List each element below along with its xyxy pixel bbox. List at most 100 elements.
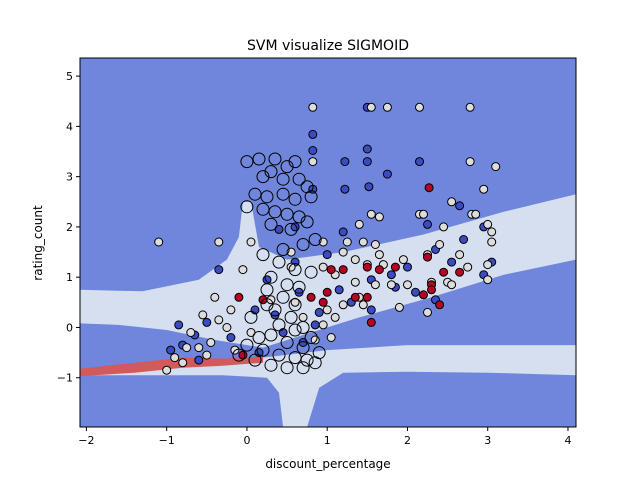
point-class-light <box>394 302 404 312</box>
point-class-open-large <box>308 233 322 246</box>
point-class-open-large <box>296 321 310 334</box>
point-class-open-large <box>240 338 254 352</box>
y-tick-label: 5 <box>66 70 73 83</box>
point-class-open-large <box>280 361 294 375</box>
point-class-blue <box>334 285 344 295</box>
point-class-red <box>390 262 400 272</box>
point-class-blue <box>310 320 320 330</box>
point-class-blue <box>314 307 324 317</box>
point-class-open-large <box>284 310 298 324</box>
point-class-light <box>318 320 328 330</box>
point-class-red <box>238 350 248 360</box>
point-class-open-large <box>276 187 290 201</box>
point-class-open-large <box>300 353 314 367</box>
x-axis-ticks: −2 −1 0 1 2 3 4 <box>78 427 571 447</box>
point-class-light <box>162 365 172 375</box>
point-class-light <box>358 237 368 247</box>
point-class-light <box>338 247 348 257</box>
point-class-light <box>210 292 220 302</box>
point-class-light <box>178 358 188 368</box>
point-class-light <box>439 222 449 232</box>
point-class-blue <box>290 222 300 232</box>
point-class-light <box>415 102 424 112</box>
x-tick-label: 4 <box>564 434 571 447</box>
point-class-open-large <box>292 172 306 186</box>
point-class-open-large <box>240 200 254 214</box>
point-class-light <box>322 305 332 315</box>
point-class-light <box>238 265 248 275</box>
point-class-open-large <box>272 348 286 362</box>
point-class-red <box>234 292 244 302</box>
point-class-blue <box>338 227 348 237</box>
point-class-light <box>483 219 493 229</box>
point-class-open-large <box>288 155 302 169</box>
point-class-light <box>154 237 164 247</box>
y-tick-label: 3 <box>66 171 73 184</box>
point-class-red <box>366 317 376 327</box>
point-class-light <box>194 343 204 353</box>
point-class-light <box>447 280 457 290</box>
point-class-blue <box>340 184 350 194</box>
point-class-blue <box>322 250 332 260</box>
point-class-open-large <box>248 187 262 201</box>
point-class-open-large <box>256 248 270 262</box>
point-class-open-large <box>304 265 318 279</box>
point-class-light <box>298 312 308 322</box>
point-class-light <box>358 300 368 310</box>
point-class-blue <box>366 305 376 315</box>
point-class-open-large <box>280 207 294 221</box>
point-class-red <box>306 292 316 302</box>
point-class-blue <box>459 235 469 244</box>
point-class-open-large <box>268 303 282 317</box>
point-class-light <box>398 255 408 265</box>
point-class-open-large <box>280 160 294 174</box>
point-class-open-large <box>304 331 318 344</box>
point-class-open-large <box>292 210 306 224</box>
point-class-red <box>338 265 348 275</box>
point-class-open-large <box>304 190 318 204</box>
point-class-open-large <box>264 217 278 231</box>
point-class-red <box>362 262 372 272</box>
point-class-light <box>423 307 432 317</box>
point-class-light <box>308 157 318 167</box>
point-class-open-large <box>296 238 310 251</box>
point-class-light <box>246 237 256 247</box>
point-class-open-large <box>256 343 270 357</box>
point-class-open-large <box>300 215 314 229</box>
decision-region-red-sliver <box>80 356 263 377</box>
point-class-light <box>350 277 360 287</box>
point-class-light <box>318 262 328 272</box>
point-class-red <box>374 265 384 275</box>
point-class-blue <box>202 317 212 327</box>
point-class-red <box>455 267 465 277</box>
point-class-light <box>374 212 384 222</box>
point-class-open-large <box>248 353 262 367</box>
point-class-open-large <box>260 298 274 312</box>
point-class-light <box>386 280 396 290</box>
point-class-light <box>354 219 364 229</box>
point-class-red <box>322 287 332 297</box>
point-class-light <box>491 162 501 172</box>
point-class-light <box>214 315 224 325</box>
point-class-light <box>483 260 493 270</box>
point-class-light <box>403 280 412 290</box>
point-class-light <box>286 262 296 272</box>
point-class-light <box>206 338 216 347</box>
point-class-light <box>382 102 392 112</box>
point-class-red <box>423 252 432 262</box>
point-class-blue <box>194 355 204 365</box>
y-axis-label: rating_count <box>31 205 45 281</box>
point-class-light <box>471 209 481 219</box>
point-class-open-large <box>296 361 310 375</box>
point-class-open-large <box>276 290 290 304</box>
point-class-blue <box>166 345 176 355</box>
chart-title: SVM visualize SIGMOID <box>247 38 409 54</box>
point-class-red <box>427 285 436 295</box>
point-class-light <box>463 262 473 272</box>
scatter-points <box>154 102 501 375</box>
point-class-open-large <box>240 155 254 169</box>
y-tick-label: 1 <box>66 271 73 284</box>
x-tick-label: 0 <box>243 434 250 447</box>
point-class-open-large <box>288 263 302 277</box>
